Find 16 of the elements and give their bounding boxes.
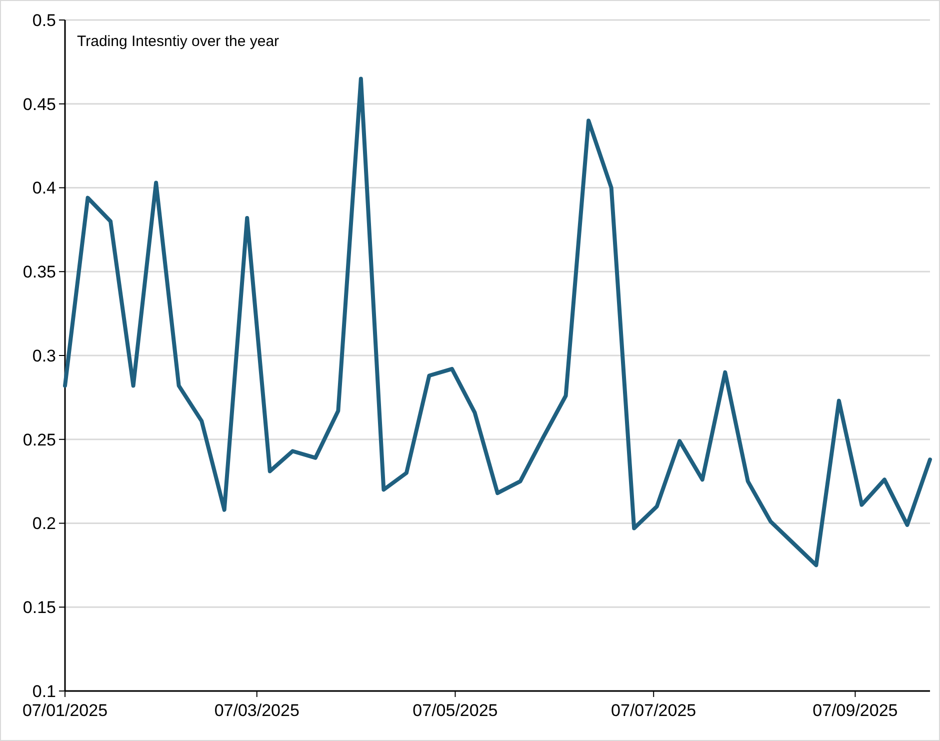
y-tick-label: 0.1 xyxy=(32,682,56,701)
line-series xyxy=(63,76,932,568)
y-tick-label: 0.4 xyxy=(32,178,56,198)
y-tick-label: 0.35 xyxy=(22,262,56,282)
y-tick-label: 0.25 xyxy=(22,430,56,450)
y-tick-label: 0.5 xyxy=(32,10,56,30)
x-tick-label: 07/05/2025 xyxy=(412,701,498,720)
x-tick-label: 07/07/2025 xyxy=(611,701,696,720)
x-tick-label: 07/03/2025 xyxy=(214,701,300,720)
text: Trading Intesntiy over the year xyxy=(77,33,280,50)
x-tick-label: 07/01/2025 xyxy=(22,701,108,720)
y-tick-label: 0.3 xyxy=(32,346,56,366)
x-tick-label: 07/09/2025 xyxy=(812,701,898,720)
y-tick-label: 0.15 xyxy=(22,598,56,618)
y-tick-label: 0.2 xyxy=(32,514,56,534)
y-tick-label: 0.45 xyxy=(22,94,56,114)
